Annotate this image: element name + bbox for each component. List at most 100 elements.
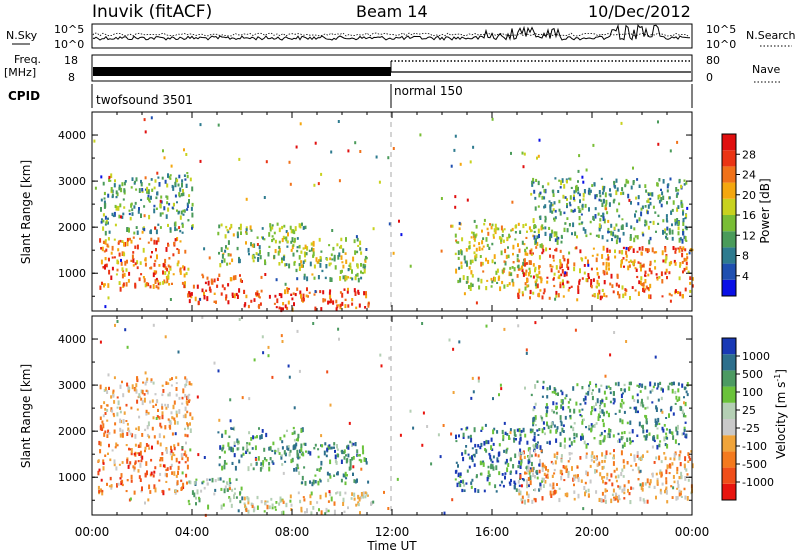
colorbar-tick-label: 20	[742, 189, 756, 202]
scatter-cell	[197, 453, 200, 457]
scatter-cell	[185, 153, 188, 156]
scatter-cell	[538, 234, 540, 239]
scatter-cell	[320, 250, 323, 253]
scatter-cell	[134, 387, 137, 392]
scatter-cell	[613, 499, 616, 502]
scatter-cell	[471, 274, 474, 278]
scatter-cell	[518, 460, 521, 465]
scatter-cell	[108, 178, 111, 182]
scatter-cell	[543, 464, 546, 469]
scatter-cell	[227, 253, 230, 257]
scatter-cell	[99, 285, 102, 290]
scatter-cell	[553, 390, 556, 394]
scatter-cell	[565, 465, 568, 469]
scatter-cell	[177, 249, 180, 254]
scatter-cell	[290, 503, 293, 507]
scatter-cell	[550, 425, 553, 429]
scatter-cell	[454, 252, 457, 256]
scatter-cell	[620, 393, 623, 399]
scatter-cell	[566, 217, 569, 220]
scatter-cell	[538, 469, 541, 474]
scatter-cell	[622, 392, 624, 395]
scatter-cell	[469, 259, 472, 265]
scatter-cell	[558, 179, 561, 182]
scatter-cell	[229, 419, 232, 423]
scatter-cell	[120, 480, 123, 483]
scatter-cell	[137, 426, 140, 431]
scatter-cell	[269, 223, 272, 228]
scatter-cell	[526, 440, 529, 445]
scatter-cell	[284, 289, 286, 295]
scatter-cell	[537, 441, 539, 444]
scatter-cell	[629, 500, 632, 505]
scatter-cell	[282, 302, 285, 306]
scatter-cell	[319, 479, 322, 483]
scatter-cell	[245, 450, 248, 454]
scatter-cell	[649, 197, 652, 200]
scatter-cell	[679, 291, 682, 297]
scatter-cell	[582, 435, 584, 440]
scatter-cell	[274, 239, 277, 244]
scatter-cell	[321, 444, 324, 448]
scatter-cell	[625, 222, 628, 227]
colorbar-tick-label: -500	[742, 458, 767, 471]
scatter-cell	[290, 240, 293, 244]
scatter-cell	[541, 462, 544, 466]
scatter-cell	[336, 491, 339, 494]
scatter-cell	[141, 433, 144, 437]
scatter-cell	[217, 431, 220, 434]
scatter-cell	[580, 213, 583, 216]
scatter-cell	[190, 383, 193, 386]
scatter-cell	[539, 415, 542, 418]
scatter-cell	[187, 425, 189, 430]
scatter-cell	[274, 450, 277, 453]
scatter-cell	[550, 493, 553, 498]
scatter-cell	[150, 237, 153, 242]
scatter-cell	[117, 242, 120, 245]
scatter-cell	[118, 184, 121, 188]
scatter-cell	[281, 257, 283, 261]
colorbar-swatch	[722, 402, 736, 419]
scatter-cell	[462, 436, 465, 439]
scatter-cell	[526, 284, 529, 288]
colorbar-swatch	[722, 354, 736, 371]
scatter-cell	[340, 244, 343, 249]
scatter-cell	[683, 179, 686, 182]
scatter-cell	[608, 231, 611, 234]
scatter-cell	[598, 405, 601, 409]
scatter-cell	[147, 282, 150, 287]
scatter-cell	[622, 388, 625, 392]
scatter-cell	[250, 242, 253, 247]
scatter-cell	[503, 267, 506, 271]
scatter-cell	[529, 480, 532, 486]
scatter-cell	[630, 201, 632, 205]
scatter-cell	[281, 440, 284, 444]
velocity-colorbar-label: Velocity [m s-1]	[773, 369, 788, 459]
scatter-cell	[548, 247, 551, 250]
scatter-cell	[549, 209, 552, 213]
scatter-cell	[518, 484, 521, 487]
scatter-cell	[184, 461, 187, 464]
scatter-cell	[567, 473, 570, 479]
scatter-cell	[491, 280, 494, 284]
scatter-cell	[349, 464, 352, 470]
scatter-cell	[647, 225, 650, 230]
scatter-cell	[587, 259, 589, 265]
scatter-cell	[674, 402, 677, 405]
scatter-cell	[312, 479, 315, 485]
scatter-cell	[99, 441, 102, 447]
scatter-cell	[658, 443, 661, 448]
scatter-cell	[676, 218, 679, 221]
scatter-cell	[490, 445, 493, 450]
scatter-cell	[177, 350, 180, 354]
scatter-cell	[237, 509, 240, 513]
scatter-cell	[470, 236, 473, 239]
scatter-cell	[534, 424, 537, 427]
scatter-cell	[150, 178, 153, 181]
scatter-cell	[463, 255, 466, 261]
scatter-cell	[637, 410, 639, 414]
scatter-cell	[671, 236, 674, 241]
scatter-cell	[581, 386, 584, 390]
scatter-cell	[102, 226, 105, 231]
